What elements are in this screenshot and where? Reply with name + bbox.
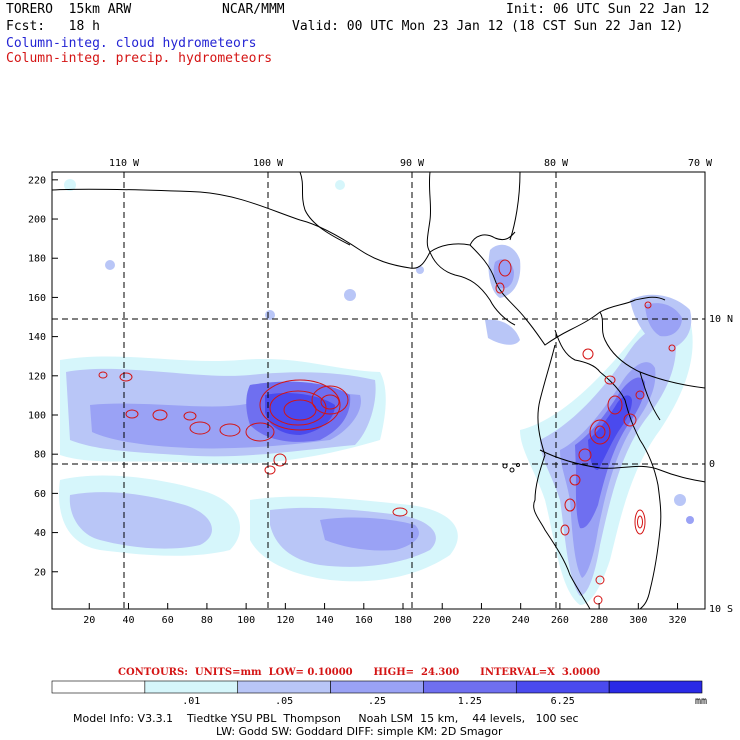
colorbar-unit: mm [695,696,707,707]
lat-label: 10 N [709,314,733,325]
forecast-hour: Fcst: 18 h [6,19,100,34]
x-tick-label: 280 [590,615,608,626]
init-time: Init: 06 UTC Sun 22 Jan 12 [506,2,710,17]
y-tick-label: 180 [28,254,46,265]
colorbar-swatch [237,680,331,694]
colorbar: .01 .05 .25 1.25 6.25 mm [51,680,707,707]
coastlines [52,172,705,609]
org-label: NCAR/MMM [222,2,285,17]
plot-frame [51,171,706,610]
colorbar-swatch [51,680,146,694]
x-tick-label: 200 [433,615,451,626]
x-tick-label: 100 [237,615,255,626]
y-tick-label: 80 [34,450,46,461]
lon-label: 70 W [688,158,713,169]
lat-label: 10 S [709,604,733,615]
x-tick-label: 260 [551,615,569,626]
lon-label: 80 W [544,158,569,169]
y-tick-label: 140 [28,332,46,343]
x-tick-label: 300 [629,615,647,626]
cloud-field-label: Column-integ. cloud hydrometeors [6,36,257,51]
colorbar-tick-label: 1.25 [458,696,482,707]
colorbar-tick-label: .25 [368,696,386,707]
x-tick-label: 60 [162,615,174,626]
top-lon-labels: 110 W 100 W 90 W 80 W 70 W [109,158,713,169]
x-tick-label: 220 [472,615,490,626]
model-title: TORERO 15km ARW [6,2,132,17]
y-tick-label: 40 [34,528,46,539]
x-tick-label: 160 [355,615,373,626]
x-tick-label: 20 [83,615,95,626]
colorbar-tick-label: .01 [182,696,200,707]
colorbar-swatch [423,680,517,694]
lon-label: 100 W [253,158,284,169]
y-tick-label: 120 [28,371,46,382]
y-tick-label: 100 [28,410,46,421]
contour-info: CONTOURS: UNITS=mm LOW= 0.10000 HIGH= 24… [118,667,601,678]
colorbar-swatch [144,680,239,694]
precip-field-label: Column-integ. precip. hydrometeors [6,51,273,66]
cloud-hydrometeor-shading [59,179,694,605]
colorbar-tick-label: .05 [275,696,293,707]
lat-label: 0 [709,459,715,470]
x-tick-label: 140 [316,615,334,626]
y-tick-label: 200 [28,215,46,226]
latlon-grid [52,172,705,609]
model-info-line2: LW: Godd SW: Goddard DIFF: simple KM: 2D… [216,725,503,738]
x-tick-label: 120 [276,615,294,626]
colorbar-swatch [608,680,703,694]
x-axis-ticks: 20 40 60 80 100 120 140 160 180 200 220 240 260 280 30… [83,603,687,626]
x-tick-label: 320 [669,615,687,626]
x-tick-label: 180 [394,615,412,626]
valid-time: Valid: 00 UTC Mon 23 Jan 12 (18 CST Sun … [292,19,684,34]
colorbar-tick-label: 6.25 [551,696,575,707]
x-tick-label: 80 [201,615,213,626]
y-tick-label: 160 [28,293,46,304]
precip-contours [98,259,676,605]
y-tick-label: 220 [28,175,46,186]
colorbar-swatch [515,680,610,694]
model-info-line1: Model Info: V3.3.1 Tiedtke YSU PBL Thomp… [73,712,579,725]
x-tick-label: 40 [122,615,134,626]
y-tick-label: 60 [34,489,46,500]
colorbar-swatch [330,680,424,694]
right-lat-labels: 10 N 0 10 S [709,314,733,615]
y-axis-ticks: 20 40 60 80 100 120 140 160 180 200 220 [28,175,58,578]
x-tick-label: 240 [512,615,530,626]
lon-label: 90 W [400,158,425,169]
lon-label: 110 W [109,158,140,169]
y-tick-label: 20 [34,567,46,578]
